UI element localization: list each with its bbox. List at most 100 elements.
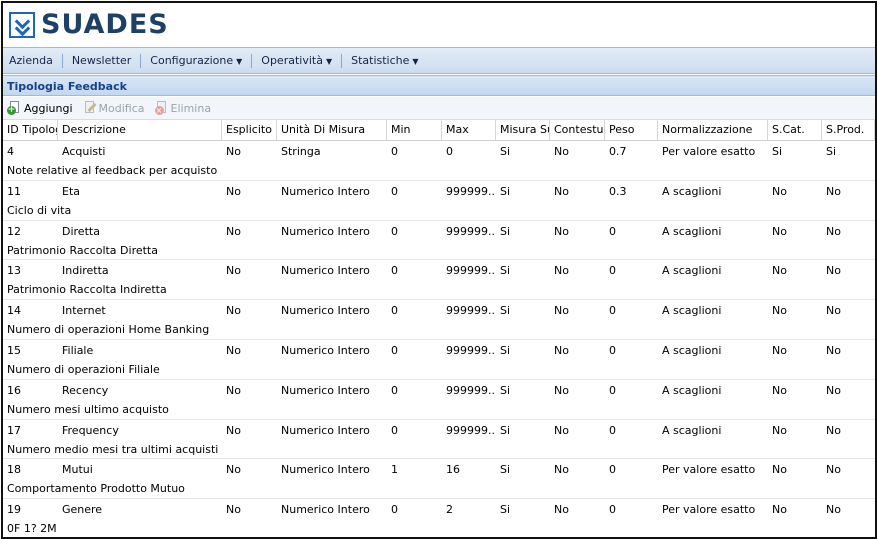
cell-norm: A scaglioni xyxy=(662,304,722,318)
main-menu: Azienda Newsletter Configurazione ▼ Opera… xyxy=(3,47,875,74)
cell-min: 0 xyxy=(391,145,398,158)
cell-desc: Filiale xyxy=(62,343,94,357)
grid-header: ID TipologiaDescrizioneEsplicitoUnità Di… xyxy=(3,120,875,141)
cell-max: 999999... xyxy=(446,264,496,278)
table-row[interactable]: 11 Eta No Numerico Intero 0 999999... Si No 0.3 A… xyxy=(3,181,875,221)
table-row[interactable]: 16 Recency No Numerico Intero 0 999999... Si No… xyxy=(3,380,875,420)
cell-norm: Per valore esatto xyxy=(662,503,756,517)
table-row[interactable]: 14 Internet No Numerico Intero 0 999999... Si N… xyxy=(3,300,875,340)
cell-id: 13 xyxy=(7,264,21,278)
cell-espl: No xyxy=(226,224,241,238)
cell-desc: Frequency xyxy=(62,423,119,437)
row-note: Numero di operazioni Home Banking xyxy=(7,323,210,337)
table-row[interactable]: 17 Frequency No Numerico Intero 0 999999... Si… xyxy=(3,420,875,460)
cell-max: 2 xyxy=(446,503,453,517)
table-row[interactable]: 4 Acquisti No Stringa 0 0 Si No 0.7 Per valore es… xyxy=(3,141,875,181)
cell-peso: 0.3 xyxy=(609,184,627,198)
edit-button[interactable]: Modifica xyxy=(78,97,150,119)
cell-sprod: No xyxy=(826,383,841,397)
cell-misura: Si xyxy=(500,145,511,158)
cell-desc: Diretta xyxy=(62,224,100,238)
header-sprod[interactable]: S.Prod. xyxy=(822,120,875,140)
row-note: Comportamento Prodotto Mutuo xyxy=(7,482,185,496)
header-scat[interactable]: S.Cat. xyxy=(768,120,822,140)
header-normalizzazione[interactable]: Normalizzazione xyxy=(658,120,768,140)
cell-sprod: No xyxy=(826,423,841,437)
cell-max: 16 xyxy=(446,463,460,477)
cell-norm: A scaglioni xyxy=(662,224,722,238)
panel-title: Tipologia Feedback xyxy=(3,75,875,96)
cell-espl: No xyxy=(226,264,241,278)
cell-misura: Si xyxy=(500,224,511,238)
cell-unit: Numerico Intero xyxy=(281,463,370,477)
row-note: Numero mesi ultimo acquisto xyxy=(7,402,169,416)
cell-peso: 0 xyxy=(609,343,616,357)
cell-peso: 0 xyxy=(609,264,616,278)
table-row[interactable]: 18 Mutui No Numerico Intero 1 16 Si No 0 Per valo… xyxy=(3,459,875,500)
cell-sprod: No xyxy=(826,184,841,198)
cell-peso: 0 xyxy=(609,503,616,517)
cell-scat: No xyxy=(772,184,787,198)
cell-min: 0 xyxy=(391,343,398,357)
header-descrizione[interactable]: Descrizione xyxy=(58,120,222,140)
cell-unit: Numerico Intero xyxy=(281,224,370,238)
edit-document-icon xyxy=(83,101,97,115)
cell-id: 16 xyxy=(7,383,21,397)
menu-azienda[interactable]: Azienda xyxy=(9,54,53,67)
cell-min: 1 xyxy=(391,463,398,477)
cell-scat: No xyxy=(772,304,787,318)
cell-desc: Acquisti xyxy=(62,145,106,158)
cell-unit: Numerico Intero xyxy=(281,264,370,278)
cell-peso: 0 xyxy=(609,463,616,477)
header-unita-di-misura[interactable]: Unità Di Misura xyxy=(277,120,387,140)
cell-norm: A scaglioni xyxy=(662,264,722,278)
cell-norm: A scaglioni xyxy=(662,383,722,397)
header-id-tipologia[interactable]: ID Tipologia xyxy=(3,120,58,140)
cell-min: 0 xyxy=(391,383,398,397)
cell-id: 18 xyxy=(7,463,21,477)
table-row[interactable]: 12 Diretta No Numerico Intero 0 999999... Si No… xyxy=(3,221,875,261)
table-row[interactable]: 19 Genere No Numerico Intero 0 2 Si No 0 Per valo… xyxy=(3,499,875,537)
feedback-grid: ID TipologiaDescrizioneEsplicitoUnità Di… xyxy=(3,120,875,537)
header-min[interactable]: Min xyxy=(387,120,442,140)
cell-cont: No xyxy=(554,145,569,158)
cell-misura: Si xyxy=(500,264,511,278)
cell-unit: Numerico Intero xyxy=(281,383,370,397)
cell-scat: No xyxy=(772,423,787,437)
menu-operativita[interactable]: Operatività ▼ xyxy=(255,48,338,73)
cell-min: 0 xyxy=(391,304,398,318)
header-peso[interactable]: Peso xyxy=(605,120,658,140)
header-esplicito[interactable]: Esplicito xyxy=(222,120,277,140)
menu-newsletter[interactable]: Newsletter xyxy=(71,54,132,67)
cell-espl: No xyxy=(226,304,241,318)
cell-misura: Si xyxy=(500,383,511,397)
menu-configurazione[interactable]: Configurazione ▼ xyxy=(144,48,248,73)
cell-norm: Per valore esatto xyxy=(662,145,756,158)
header-contestuale[interactable]: Contestuale xyxy=(550,120,605,140)
cell-max: 999999... xyxy=(446,304,496,318)
cell-espl: No xyxy=(226,343,241,357)
cell-max: 999999... xyxy=(446,184,496,198)
menu-statistiche[interactable]: Statistiche ▼ xyxy=(345,48,424,73)
grid-toolbar: + Aggiungi Modifica × Elimina xyxy=(3,97,875,120)
cell-unit: Numerico Intero xyxy=(281,343,370,357)
header-max[interactable]: Max xyxy=(442,120,496,140)
add-button[interactable]: + Aggiungi xyxy=(7,101,73,115)
cell-max: 0 xyxy=(446,145,453,158)
cell-max: 999999... xyxy=(446,423,496,437)
menu-separator xyxy=(251,53,253,68)
cell-cont: No xyxy=(554,503,569,517)
header-misura-su[interactable]: Misura Su F xyxy=(496,120,550,140)
table-row[interactable]: 13 Indiretta No Numerico Intero 0 999999... Si… xyxy=(3,260,875,301)
cell-max: 999999... xyxy=(446,224,496,238)
cell-norm: A scaglioni xyxy=(662,184,722,198)
cell-cont: No xyxy=(554,304,569,318)
table-row[interactable]: 15 Filiale No Numerico Intero 0 999999... Si No… xyxy=(3,340,875,380)
cell-espl: No xyxy=(226,145,241,158)
delete-button[interactable]: × Elimina xyxy=(154,101,212,115)
cell-desc: Mutui xyxy=(62,463,93,477)
cell-min: 0 xyxy=(391,503,398,517)
grid-body: 4 Acquisti No Stringa 0 0 Si No 0.7 Per valore es… xyxy=(3,141,875,537)
cell-min: 0 xyxy=(391,264,398,278)
